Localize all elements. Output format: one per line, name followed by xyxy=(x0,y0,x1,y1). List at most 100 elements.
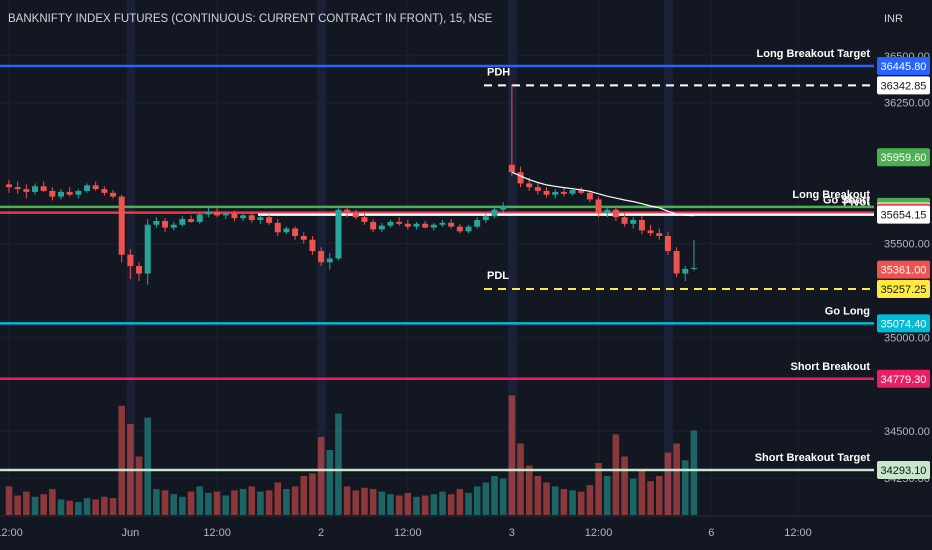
volume-bar xyxy=(629,478,637,515)
volume-bar xyxy=(525,465,533,515)
candle-body xyxy=(49,190,56,197)
candle-body xyxy=(196,214,203,222)
volume-bar xyxy=(83,498,91,515)
candle-body xyxy=(534,187,541,191)
candle-body xyxy=(465,226,472,232)
candle-body xyxy=(274,222,281,233)
candle-body xyxy=(474,220,481,227)
volume-bar xyxy=(239,489,247,515)
candle-body xyxy=(136,266,143,274)
vwap-line xyxy=(511,171,694,217)
candle-body xyxy=(335,209,342,259)
candlesticks xyxy=(6,83,697,285)
level-label: Go Long xyxy=(825,305,870,317)
candle-body xyxy=(560,191,567,194)
candle-body xyxy=(456,226,463,232)
volume-bar xyxy=(543,482,550,515)
candle-body xyxy=(248,215,255,221)
candle-body xyxy=(170,224,177,228)
volume-bar xyxy=(361,487,368,515)
candle-body xyxy=(526,183,533,188)
level-label: PDH xyxy=(487,66,510,78)
price-tag xyxy=(877,369,930,388)
candle-body xyxy=(101,189,108,193)
candle-body xyxy=(144,224,151,274)
volume-bar xyxy=(283,489,290,515)
candle-body xyxy=(326,258,333,263)
candle-body xyxy=(266,217,273,223)
volume-bar xyxy=(664,452,672,515)
candle-body xyxy=(361,217,368,222)
candle-body xyxy=(439,222,446,225)
volume-bar xyxy=(335,413,342,515)
volume-bar xyxy=(508,395,516,515)
time-tick-label: 6 xyxy=(708,527,714,539)
volume-bar xyxy=(577,491,585,515)
volume-bar xyxy=(595,463,602,515)
time-tick-label: 12:00 xyxy=(784,527,812,539)
candle-body xyxy=(604,209,611,214)
volume-bar xyxy=(135,456,143,515)
candle-body xyxy=(66,191,73,195)
price-tag xyxy=(877,461,930,479)
price-tag xyxy=(877,280,930,299)
candle-body xyxy=(630,220,637,224)
time-tick-label: 12:00 xyxy=(203,527,231,539)
candle-body xyxy=(153,220,160,225)
level-label: Long Breakout Target xyxy=(757,48,871,60)
candle-body xyxy=(92,185,99,190)
volume-bar xyxy=(447,494,455,515)
candle-body xyxy=(569,190,576,194)
volume-bar xyxy=(473,486,481,515)
candle-body xyxy=(23,189,30,192)
price-tag-label: 35257.25 xyxy=(881,284,927,296)
candle-body xyxy=(543,190,550,195)
price-tag-label: 36445.80 xyxy=(881,61,927,73)
candle-body xyxy=(404,223,411,227)
volume-bar xyxy=(655,476,663,515)
volume-bar xyxy=(378,491,386,515)
volume-bar xyxy=(491,476,498,515)
volume-bar xyxy=(179,496,186,515)
volume-bar xyxy=(23,491,30,515)
volume-bar xyxy=(92,499,99,515)
candle-body xyxy=(205,211,212,215)
time-tick-label: Jun xyxy=(122,527,140,539)
time-axis[interactable]: 12:00 Jun 12:00 2 12:00 3 12:00 6 12:00 xyxy=(0,515,932,539)
session-break-band xyxy=(663,0,673,515)
volume-bar xyxy=(517,443,524,515)
volume-bar xyxy=(196,486,204,515)
time-tick-label: 12:00 xyxy=(585,527,613,539)
candle-body xyxy=(690,267,697,269)
volume-bar xyxy=(231,490,238,515)
volume-bars xyxy=(5,395,698,515)
level-label: Go Short xyxy=(823,195,870,207)
candle-body xyxy=(664,235,671,252)
volume-bar xyxy=(144,417,152,515)
volume-bar xyxy=(205,492,212,515)
price-tag-label: 36342.85 xyxy=(881,80,927,92)
volume-bar xyxy=(343,486,351,515)
volume-bar xyxy=(109,498,117,515)
price-tag-label: 35074.40 xyxy=(881,318,927,330)
candle-body xyxy=(595,199,602,214)
candle-body xyxy=(682,268,689,274)
candle-body xyxy=(448,222,455,227)
candle-body xyxy=(387,221,394,226)
candle-body xyxy=(396,221,403,224)
candle-body xyxy=(118,196,125,255)
price-tag-label: 34779.30 xyxy=(881,374,927,386)
volume-bar xyxy=(430,494,438,515)
candle-body xyxy=(673,251,680,274)
price-tag xyxy=(877,76,930,95)
volume-bar xyxy=(690,430,698,515)
volume-bar xyxy=(222,495,230,515)
price-tick-label: 36250.00 xyxy=(884,98,930,110)
candle-body xyxy=(352,212,359,218)
candle-body xyxy=(500,205,507,210)
candle-body xyxy=(612,209,619,218)
volume-bar xyxy=(456,489,464,515)
